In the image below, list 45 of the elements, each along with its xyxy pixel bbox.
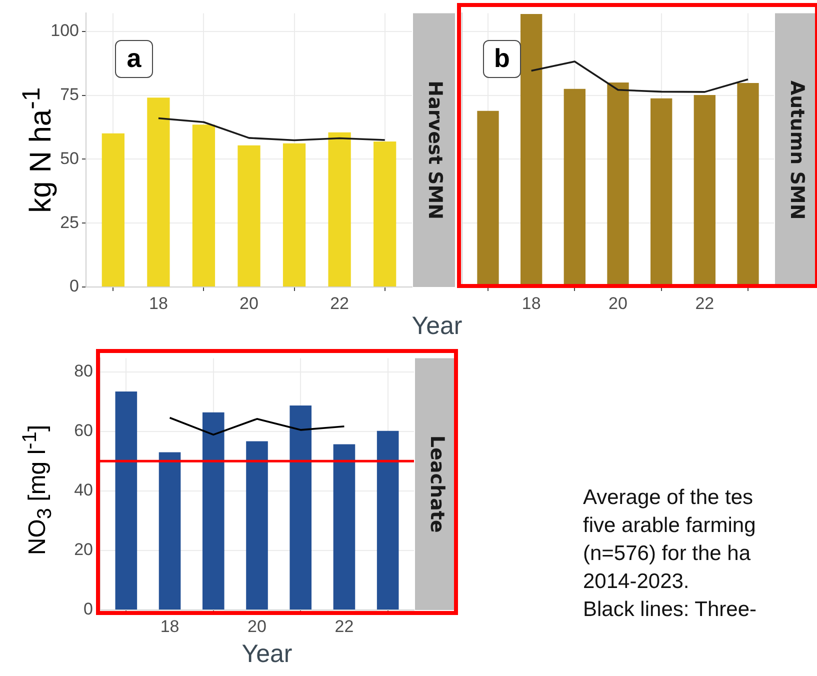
y-tick-label: 100 (50, 21, 79, 40)
text: (n=576) for the ha (583, 541, 752, 567)
x-tick-label: 20 (248, 616, 266, 636)
bar (333, 444, 356, 610)
x-tick-label: 18 (160, 616, 180, 636)
y-tick-label: 20 (74, 540, 93, 560)
y-tick-label: 25 (60, 212, 79, 232)
text: Autumn SMN (786, 80, 808, 220)
text: Black lines: Three- (583, 597, 757, 623)
bar (328, 132, 351, 286)
annotation: a (115, 40, 153, 78)
y-tick-label: 60 (74, 421, 93, 440)
bar (376, 430, 399, 610)
bar (147, 98, 170, 286)
y-tick-label: 0 (70, 276, 79, 296)
y-tick-label: 80 (74, 362, 93, 381)
y-tick-label: 75 (60, 84, 79, 104)
bar (238, 145, 260, 286)
bar (374, 142, 396, 286)
x-tick-label: 20 (240, 294, 258, 313)
x-tick-label: 22 (334, 616, 354, 636)
text: Harvest SMN (424, 80, 446, 220)
bar (290, 406, 312, 610)
bar (246, 441, 268, 610)
text: 2014-2023. (583, 569, 690, 595)
y-tick-label: 0 (84, 600, 93, 619)
text: Average of the tes (583, 485, 754, 511)
x-tick-label: 18 (148, 294, 168, 313)
x-tick-label: 22 (695, 294, 714, 313)
text: five arable farming (583, 513, 757, 539)
bar (158, 452, 181, 610)
x-tick-label: 22 (330, 294, 350, 313)
y-tick-label: 40 (74, 480, 93, 500)
bar (282, 143, 306, 286)
x-tick-label: 20 (608, 294, 628, 313)
text: Leachate (426, 435, 448, 533)
x-tick-label: 18 (522, 294, 541, 313)
annotation: b (483, 40, 521, 78)
y-tick-label: 50 (60, 148, 79, 168)
bar (192, 124, 216, 286)
bar (202, 412, 224, 610)
x-axis-title: Year (412, 312, 462, 341)
x-axis-title: Year (242, 640, 292, 669)
bar (102, 133, 124, 286)
bar (115, 392, 138, 610)
